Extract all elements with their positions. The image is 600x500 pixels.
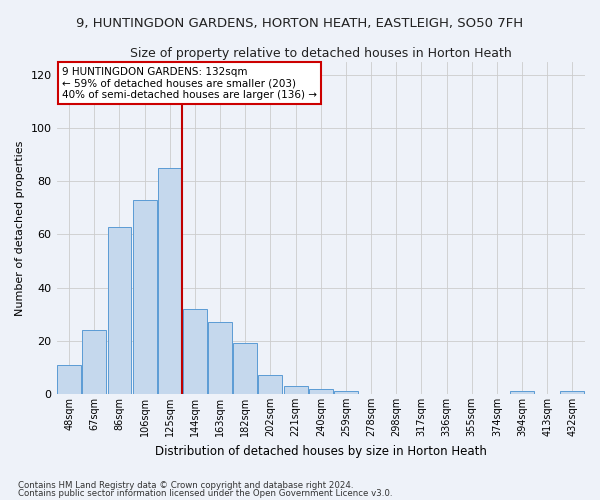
Bar — [57, 365, 81, 394]
Bar — [158, 168, 182, 394]
Text: 9 HUNTINGDON GARDENS: 132sqm
← 59% of detached houses are smaller (203)
40% of s: 9 HUNTINGDON GARDENS: 132sqm ← 59% of de… — [62, 66, 317, 100]
Text: 9, HUNTINGDON GARDENS, HORTON HEATH, EASTLEIGH, SO50 7FH: 9, HUNTINGDON GARDENS, HORTON HEATH, EAS… — [76, 18, 524, 30]
Bar — [284, 386, 308, 394]
Bar — [560, 392, 584, 394]
Bar — [133, 200, 157, 394]
Bar — [107, 226, 131, 394]
Bar — [183, 309, 207, 394]
Bar — [82, 330, 106, 394]
Bar — [510, 392, 534, 394]
Title: Size of property relative to detached houses in Horton Heath: Size of property relative to detached ho… — [130, 48, 512, 60]
Bar — [309, 388, 333, 394]
Bar — [208, 322, 232, 394]
Bar — [334, 392, 358, 394]
Y-axis label: Number of detached properties: Number of detached properties — [15, 140, 25, 316]
Text: Contains public sector information licensed under the Open Government Licence v3: Contains public sector information licen… — [18, 489, 392, 498]
Text: Contains HM Land Registry data © Crown copyright and database right 2024.: Contains HM Land Registry data © Crown c… — [18, 480, 353, 490]
Bar — [259, 376, 283, 394]
X-axis label: Distribution of detached houses by size in Horton Heath: Distribution of detached houses by size … — [155, 444, 487, 458]
Bar — [233, 344, 257, 394]
